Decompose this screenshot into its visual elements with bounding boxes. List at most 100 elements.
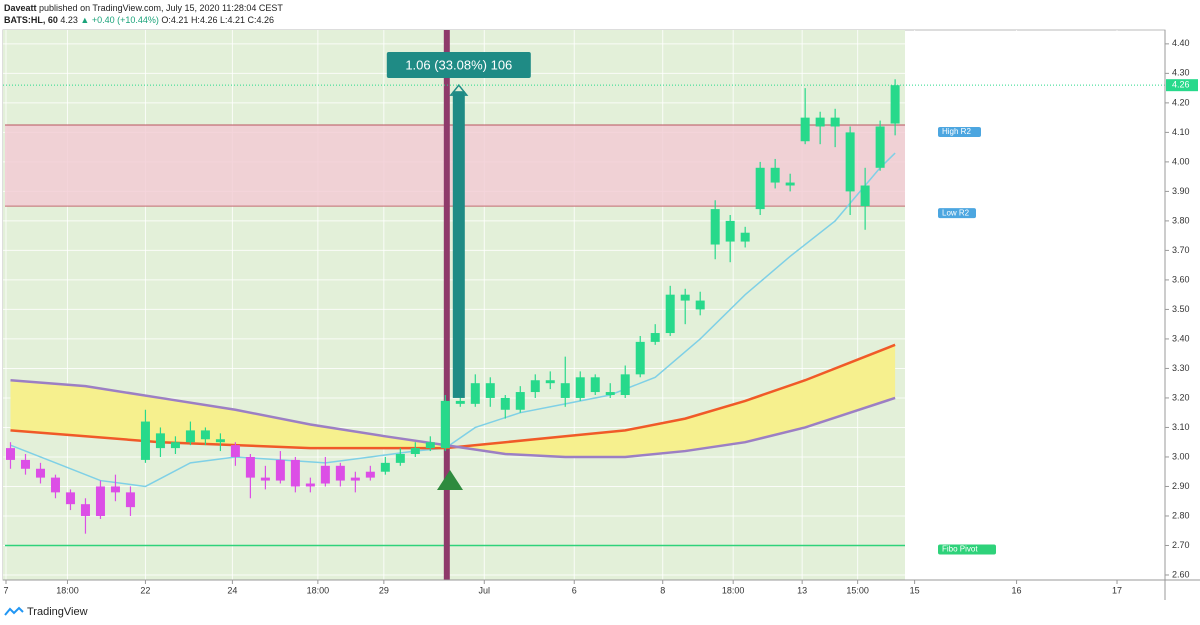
quote-line: BATS:HL, 60 4.23 ▲ +0.40 (+10.44%) O:4.2… (4, 14, 283, 26)
candle-body (35, 468, 45, 478)
candle-body (260, 477, 270, 481)
candle-body (560, 383, 570, 398)
indicator-line (10, 152, 896, 488)
candle-body (425, 442, 435, 449)
candle-body (290, 459, 300, 487)
candle-body (365, 471, 375, 478)
signal-arrow (437, 470, 463, 490)
y-tick-label: 3.70 (1172, 245, 1190, 255)
candle-body (80, 504, 90, 516)
candle-body (380, 462, 390, 472)
y-tick-label: 2.60 (1172, 569, 1190, 579)
y-tick-label: 3.40 (1172, 333, 1190, 343)
last: 4.23 (60, 15, 78, 25)
candle-body (20, 459, 30, 469)
candle-body (485, 383, 495, 398)
candle-body (95, 486, 105, 516)
candle-body (575, 377, 585, 398)
vertical-marker (443, 30, 450, 580)
y-tick-label: 3.20 (1172, 392, 1190, 402)
x-tick-label: 18:00 (56, 585, 79, 595)
y-tick-label: 3.10 (1172, 422, 1190, 432)
y-tick-label: 3.30 (1172, 363, 1190, 373)
y-tick-label: 2.70 (1172, 540, 1190, 550)
x-tick-label: 24 (227, 585, 237, 595)
level-label-box (938, 127, 981, 138)
y-tick-label: 3.80 (1172, 215, 1190, 225)
candle-body (65, 492, 75, 505)
candle-body (860, 185, 870, 207)
indicator-line (10, 343, 896, 450)
x-tick-label: Jul (479, 585, 491, 595)
x-tick-label: 17 (1112, 585, 1122, 595)
candle-body (395, 454, 405, 463)
price-label: 4.26 (1172, 80, 1190, 90)
candle-body (455, 400, 465, 404)
candle-body (710, 209, 720, 245)
candle-body (530, 380, 540, 393)
chart: 2.60 2.70 2.80 2.90 3.00 3.10 3.20 3.30 3.40 3.50… (2, 29, 1200, 600)
x-tick-label: 18:00 (722, 585, 745, 595)
brand-logo (4, 606, 24, 616)
x-tick-label: 29 (379, 585, 389, 595)
measure-label: 1.06 (33.08%) 106 (405, 57, 512, 72)
close: C:4.26 (247, 15, 275, 25)
y-tick-label: 2.90 (1172, 481, 1190, 491)
candle-body (770, 167, 780, 183)
candle-body (755, 167, 765, 210)
x-tick-label: 15:00 (846, 585, 869, 595)
measure-label-box (386, 52, 531, 78)
candle-body (440, 400, 450, 449)
y-tick-label: 4.20 (1172, 97, 1190, 107)
candle-body (410, 448, 420, 455)
candle-body (725, 220, 735, 242)
y-tick-label: 3.50 (1172, 304, 1190, 314)
candle-body (215, 439, 225, 443)
level-label: Low R2 (942, 208, 970, 217)
x-tick-label: 16 (1012, 585, 1022, 595)
candle-body (815, 117, 825, 127)
candle-body (545, 380, 555, 384)
candle-body (155, 433, 165, 449)
candle-body (740, 232, 750, 242)
published: published on TradingView.com, July 15, 2… (39, 3, 283, 13)
author: Daveatt (4, 3, 37, 13)
x-tick-label: 18:00 (307, 585, 330, 595)
candle-body (470, 383, 480, 404)
candle-body (605, 392, 615, 395)
candle-body (350, 477, 360, 481)
candle-body (845, 132, 855, 192)
y-tick-label: 4.00 (1172, 156, 1190, 166)
x-tick-label: 7 (3, 585, 8, 595)
candle-body (245, 456, 255, 478)
candle-body (830, 117, 840, 127)
cloud-fill (10, 344, 896, 457)
candle-body (635, 341, 645, 375)
candle-body (665, 294, 675, 334)
candle-body (185, 430, 195, 443)
x-tick-label: 6 (572, 585, 577, 595)
open: O:4.21 (161, 15, 189, 25)
y-tick-label: 3.90 (1172, 186, 1190, 196)
level-label: Fibo Pivot (942, 545, 978, 554)
candle-body (785, 182, 795, 186)
candle-body (590, 377, 600, 393)
candle-body (890, 85, 900, 124)
candle-body (800, 117, 810, 142)
y-tick-label: 4.40 (1172, 38, 1190, 48)
candle-body (335, 465, 345, 481)
x-tick-label: 15 (910, 585, 920, 595)
brand: TradingView (27, 606, 88, 618)
symbol: BATS:HL, 60 (4, 15, 58, 25)
candle-body (140, 421, 150, 460)
candle-body (5, 448, 15, 460)
x-tick-label: 22 (140, 585, 150, 595)
marks (3, 30, 1165, 580)
measure-bar (452, 91, 465, 398)
candle-body (680, 294, 690, 301)
candle-body (320, 465, 330, 484)
candle-body (515, 392, 525, 410)
candle-body (230, 445, 240, 457)
candle-body (695, 300, 705, 310)
